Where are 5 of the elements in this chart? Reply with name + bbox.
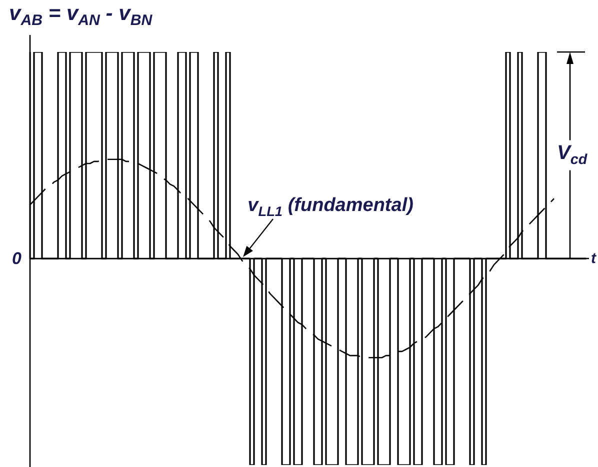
annotation: V$_{cd}$ bbox=[557, 142, 588, 168]
x-axis-title: t bbox=[591, 250, 596, 267]
text: 0 bbox=[12, 249, 22, 268]
y-axis-title: v$_{AB}$ = v$_{AN}$ - v$_{BN}$ bbox=[9, 2, 152, 30]
series-label: v$_{LL1}$ (fundamental) bbox=[248, 194, 414, 218]
